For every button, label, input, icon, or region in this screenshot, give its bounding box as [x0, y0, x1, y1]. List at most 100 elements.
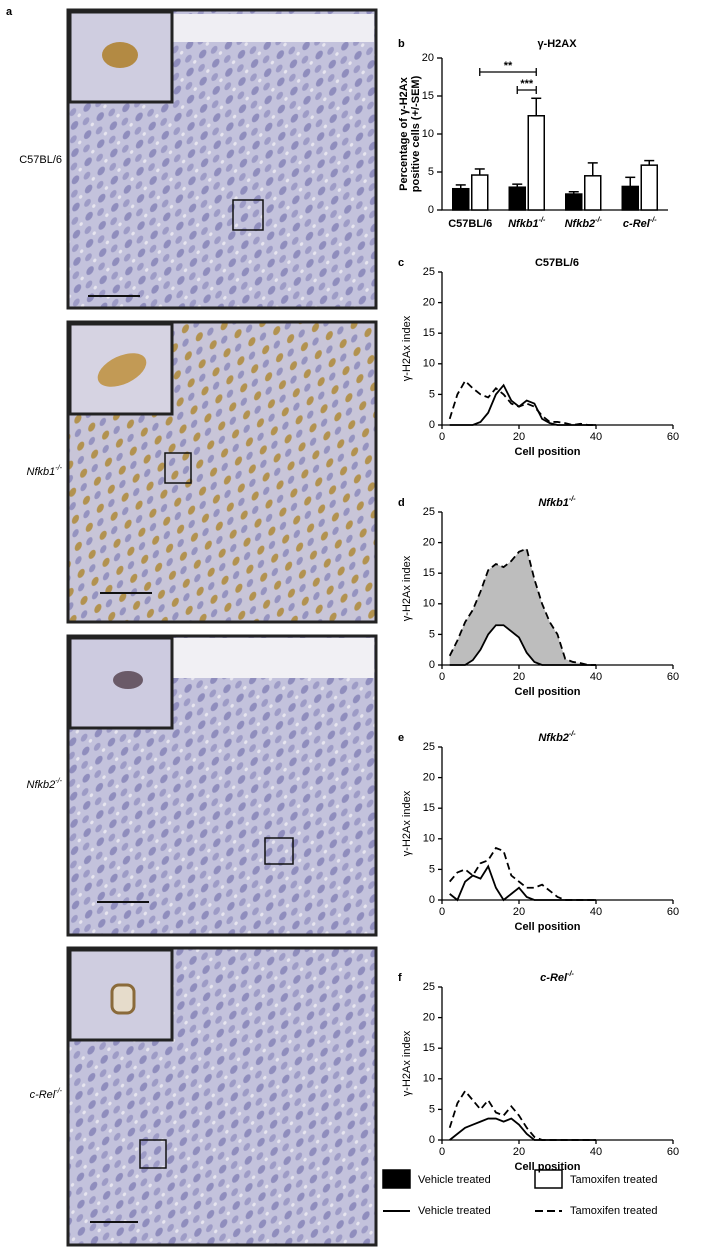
significance-label: ***: [520, 78, 534, 90]
y-tick-label: 15: [423, 567, 435, 579]
x-tick-label: 60: [667, 1146, 679, 1158]
y-tick-label: 10: [423, 598, 435, 610]
axis-line: [441, 272, 673, 426]
significance-bracket: [479, 68, 537, 76]
chart-title-main: Nfkb2: [538, 732, 569, 744]
y-tick-label: 5: [428, 166, 434, 178]
y-tick-label: 20: [423, 537, 435, 549]
inset-marker: [164, 452, 192, 484]
x-tick-label: 60: [667, 431, 679, 443]
x-tick-label-main: c-Rel: [623, 218, 651, 230]
legend-label: Vehicle treated: [418, 1205, 491, 1217]
panel-letter: c: [398, 257, 404, 269]
x-axis-label: Cell position: [515, 921, 581, 933]
y-tick-label: 20: [423, 297, 435, 309]
x-tick-label-main: C57BL/6: [448, 218, 492, 230]
line-series: [448, 1089, 596, 1141]
legend-swatch: [382, 1169, 411, 1189]
x-tick-label: 0: [439, 431, 445, 443]
x-axis-label: Cell position: [515, 686, 581, 698]
bar: [584, 175, 602, 211]
chart-title: γ-H2AX: [537, 38, 577, 50]
panel-letter: f: [398, 972, 402, 984]
y-tick-label: 15: [423, 327, 435, 339]
genotype-label: C57BL/6: [19, 154, 62, 166]
y-tick-label: 10: [422, 128, 434, 140]
bar: [640, 164, 658, 211]
chart-title-main: c-Rel: [540, 972, 568, 984]
shaded-area: [449, 548, 596, 665]
genotype-label-main: Nfkb2: [27, 779, 56, 791]
y-axis-label: Percentage of γ-H2Ax: [398, 76, 410, 191]
panel-letter: d: [398, 497, 405, 509]
chart-title: C57BL/6: [535, 257, 579, 269]
y-tick-label: 5: [429, 388, 435, 400]
panel-letter: e: [398, 732, 404, 744]
y-tick-label: 0: [429, 419, 435, 431]
x-tick-label: 40: [590, 431, 602, 443]
axis-line: [441, 987, 673, 1141]
y-tick-label: 0: [428, 204, 434, 216]
x-tick-label: 40: [590, 1146, 602, 1158]
x-tick-label: Nfkb1-/-: [508, 216, 546, 230]
significance-bracket: [516, 86, 537, 94]
chart-title-main: C57BL/6: [535, 257, 579, 269]
genotype-label-sup: -/-: [55, 464, 62, 472]
line-series: [449, 1117, 596, 1141]
x-axis-label: Cell position: [515, 446, 581, 458]
x-tick-label: 40: [590, 906, 602, 918]
lumen: [172, 638, 374, 678]
y-tick-label: 5: [429, 628, 435, 640]
genotype-label: c-Rel-/-: [30, 1087, 63, 1101]
y-tick-label: 25: [423, 266, 435, 278]
x-axis-label: Cell position: [515, 1161, 581, 1173]
legend-swatch: [534, 1169, 563, 1189]
genotype-label-sup: -/-: [55, 1087, 62, 1095]
chart-title: Nfkb1-/-: [538, 495, 576, 509]
y-axis-label: γ-H2Ax index: [401, 555, 413, 621]
axis-line: [441, 512, 673, 666]
x-tick-label-sup: -/-: [595, 216, 602, 224]
bar: [452, 187, 470, 211]
y-tick-label: 10: [423, 833, 435, 845]
cell: [97, 353, 147, 387]
significance-label: **: [504, 60, 513, 72]
y-tick-label: 15: [422, 90, 434, 102]
chart-title-sup: -/-: [567, 970, 574, 978]
bar: [621, 185, 639, 211]
y-tick-label: 25: [423, 506, 435, 518]
x-tick-label: 60: [667, 906, 679, 918]
genotype-label-sup: -/-: [55, 777, 62, 785]
x-tick-label: c-Rel-/-: [623, 216, 657, 230]
y-axis-label: γ-H2Ax index: [401, 315, 413, 381]
genotype-label: Nfkb2-/-: [27, 777, 63, 791]
panel-letter: a: [6, 6, 13, 18]
chart-title-main: Nfkb1: [538, 497, 569, 509]
chart-title: c-Rel-/-: [540, 970, 574, 984]
line-series: [448, 379, 596, 426]
x-tick-label: 0: [439, 671, 445, 683]
legend-label: Tamoxifen treated: [570, 1205, 657, 1217]
y-tick-label: 15: [423, 802, 435, 814]
y-tick-label: 5: [429, 1103, 435, 1115]
line-series: [448, 547, 596, 666]
x-tick-label: 0: [439, 906, 445, 918]
y-tick-label: 20: [423, 1012, 435, 1024]
y-axis-label: γ-H2Ax index: [401, 790, 413, 856]
x-tick-label: 40: [590, 671, 602, 683]
bar: [508, 186, 526, 211]
x-tick-label: 60: [667, 671, 679, 683]
x-tick-label: 20: [513, 906, 525, 918]
cell: [110, 983, 136, 1015]
chart-title-sup: -/-: [569, 730, 576, 738]
panel-letter: b: [398, 38, 405, 50]
x-tick-label: C57BL/6: [448, 218, 492, 230]
y-tick-label: 20: [422, 52, 434, 64]
micrographs: [66, 8, 378, 1247]
inset-marker: [139, 1139, 167, 1169]
y-tick-label: 10: [423, 358, 435, 370]
y-tick-label: 0: [429, 659, 435, 671]
x-tick-label: 20: [513, 671, 525, 683]
y-tick-label: 0: [429, 1134, 435, 1146]
